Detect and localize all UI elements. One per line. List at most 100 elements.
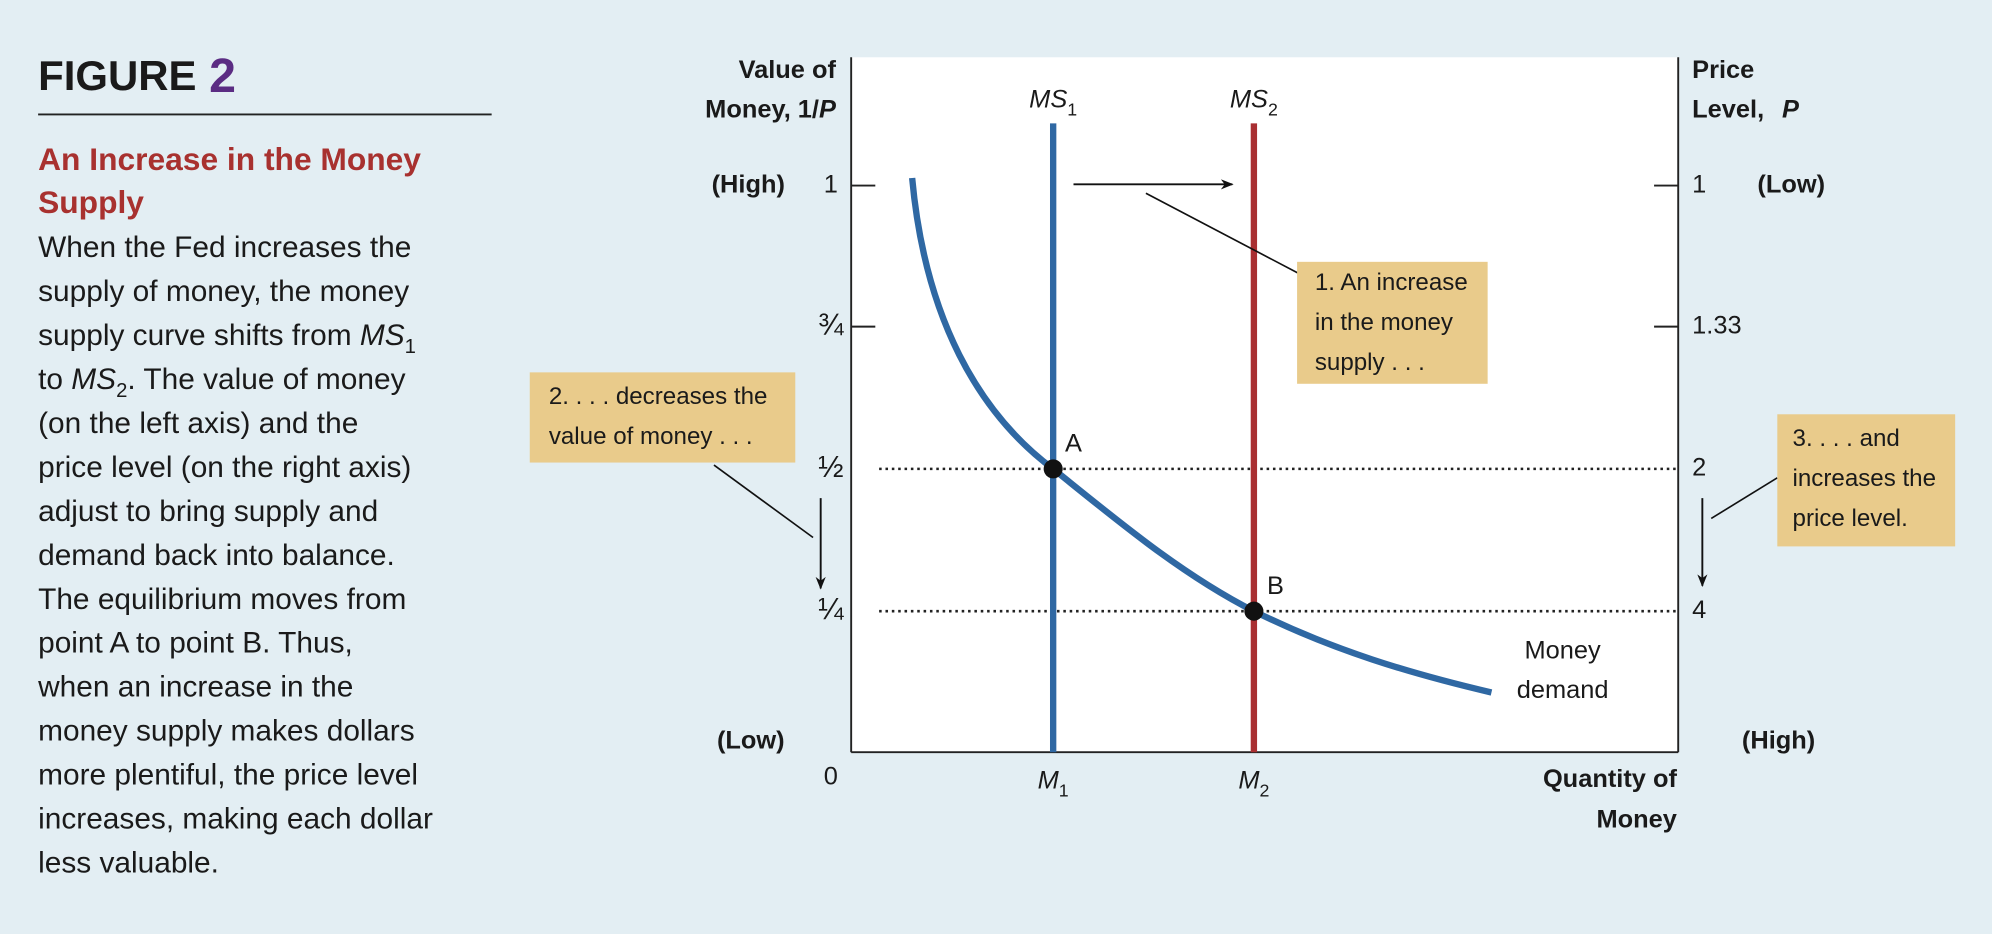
left-tick-label: ¼ xyxy=(818,592,844,626)
left-tick-label: 1 xyxy=(824,170,838,198)
caption-part: adjust to bring supply and xyxy=(38,495,378,528)
caption-line: supply curve shifts from MS1 xyxy=(38,319,416,358)
leader-line xyxy=(1710,477,1778,520)
caption-line: demand back into balance. xyxy=(38,539,395,572)
callout-text: supply . . . xyxy=(1315,349,1425,376)
left-tick-label: ½ xyxy=(818,450,843,484)
caption-line: less valuable. xyxy=(38,846,219,879)
left-tick-label: 0 xyxy=(824,762,838,790)
x-tick-label: M2 xyxy=(1238,766,1269,800)
point-a xyxy=(1043,459,1063,479)
figure-number: 2 xyxy=(209,49,236,103)
caption-part: . The value of money xyxy=(127,363,405,396)
callout-text: value of money . . . xyxy=(549,423,753,450)
caption-part: increases, making each dollar xyxy=(38,802,433,835)
var: M xyxy=(1038,766,1060,794)
left-high: (High) xyxy=(712,170,785,198)
point-label: B xyxy=(1267,572,1284,600)
caption-part: MS xyxy=(71,363,116,396)
caption-line: when an increase in the xyxy=(37,671,353,704)
callout-box xyxy=(529,372,796,463)
right-tick-label: 1 xyxy=(1692,170,1706,198)
caption-line: When the Fed increases the xyxy=(38,231,411,264)
demand-label: demand xyxy=(1517,676,1609,704)
figure-label: FIGURE 2 xyxy=(38,49,236,103)
title-text: Money, 1/ xyxy=(705,95,819,123)
supply-label: MS2 xyxy=(1230,85,1278,119)
caption-part: 2 xyxy=(116,380,127,402)
right-tick-label: 4 xyxy=(1692,596,1706,624)
caption-part: more plentiful, the price level xyxy=(38,758,418,791)
callout-text: 3. . . . and xyxy=(1793,425,1900,452)
point-label: A xyxy=(1065,429,1082,457)
caption-line: money supply makes dollars xyxy=(38,715,415,748)
point-b xyxy=(1244,601,1264,621)
left-low: (Low) xyxy=(717,727,785,755)
figure-title: Supply xyxy=(38,184,144,220)
callout-text: 1. An increase xyxy=(1315,269,1468,296)
callout-text: increases the xyxy=(1793,465,1937,492)
right-low: (High) xyxy=(1742,727,1815,755)
caption-part: 1 xyxy=(405,336,416,358)
x-tick-label: M1 xyxy=(1038,766,1069,800)
sub: 2 xyxy=(1260,780,1270,800)
sub: 2 xyxy=(1268,99,1278,119)
right-tick-label: 2 xyxy=(1692,454,1706,482)
caption-line: point A to point B. Thus, xyxy=(38,627,353,660)
left-axis-title: Money, 1/P xyxy=(705,95,836,123)
callout-box xyxy=(1777,414,1956,547)
var: M xyxy=(1238,766,1260,794)
caption-line: more plentiful, the price level xyxy=(38,758,418,791)
caption-part: money supply makes dollars xyxy=(38,715,415,748)
right-axis-title: Price xyxy=(1692,56,1754,84)
caption-part: The equilibrium moves from xyxy=(38,583,406,616)
x-axis-title: Money xyxy=(1597,806,1677,834)
left-tick-label: ¾ xyxy=(818,308,844,342)
right-tick-label: 1.33 xyxy=(1692,311,1741,339)
callout-box xyxy=(1297,261,1488,384)
caption-part: (on the left axis) and the xyxy=(38,407,358,440)
right-axis-title: Level, P xyxy=(1692,95,1799,123)
figure-word: FIGURE xyxy=(38,52,196,99)
sub: 1 xyxy=(1059,780,1069,800)
callout-text: price level. xyxy=(1793,505,1908,532)
caption-line: supply of money, the money xyxy=(38,275,409,308)
callout-text: in the money xyxy=(1315,309,1454,336)
caption-part: supply curve shifts from xyxy=(38,319,360,352)
caption-line: price level (on the right axis) xyxy=(38,451,411,484)
var: MS xyxy=(1029,85,1067,113)
title-text: Level, xyxy=(1692,95,1764,123)
title-var: P xyxy=(1782,95,1799,123)
caption-part: to xyxy=(38,363,71,396)
sub: 1 xyxy=(1067,99,1077,119)
caption-part: point A to point B. Thus, xyxy=(38,627,353,660)
caption-line: increases, making each dollar xyxy=(38,802,433,835)
left-axis-title: Value of xyxy=(739,56,837,84)
caption-line: (on the left axis) and the xyxy=(38,407,358,440)
figure-title: An Increase in the Money xyxy=(38,141,421,177)
demand-curve xyxy=(908,177,1493,696)
title-var: P xyxy=(819,95,836,123)
caption-line: adjust to bring supply and xyxy=(38,495,378,528)
caption-part: less valuable. xyxy=(38,846,219,879)
leader-line xyxy=(713,464,814,539)
callout-text: 2. . . . decreases the xyxy=(549,383,768,410)
caption-part: price level (on the right axis) xyxy=(38,451,411,484)
caption-part: MS xyxy=(360,319,405,352)
caption-part: demand back into balance. xyxy=(38,539,395,572)
right-high: (Low) xyxy=(1757,170,1825,198)
leader-line xyxy=(1145,192,1299,274)
caption-line: to MS2. The value of money xyxy=(38,363,405,402)
caption-part: supply of money, the money xyxy=(38,275,409,308)
var: MS xyxy=(1230,85,1268,113)
caption-line: The equilibrium moves from xyxy=(38,583,406,616)
ticks xyxy=(851,184,1679,328)
caption-part: When the Fed increases the xyxy=(38,231,411,264)
supply-label: MS1 xyxy=(1029,85,1077,119)
caption-part: when an increase in the xyxy=(37,671,353,704)
x-axis-title: Quantity of xyxy=(1543,765,1678,793)
demand-label: Money xyxy=(1524,637,1601,665)
